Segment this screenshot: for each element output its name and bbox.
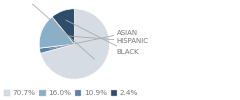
Wedge shape (39, 17, 74, 48)
Text: HISPANIC: HISPANIC (51, 34, 149, 44)
Text: BLACK: BLACK (66, 20, 139, 55)
Text: ASIAN: ASIAN (49, 30, 138, 49)
Wedge shape (41, 9, 110, 79)
Wedge shape (39, 44, 74, 53)
Text: WHITE: WHITE (15, 0, 95, 59)
Legend: 70.7%, 16.0%, 10.9%, 2.4%: 70.7%, 16.0%, 10.9%, 2.4% (4, 90, 138, 96)
Wedge shape (52, 9, 74, 44)
